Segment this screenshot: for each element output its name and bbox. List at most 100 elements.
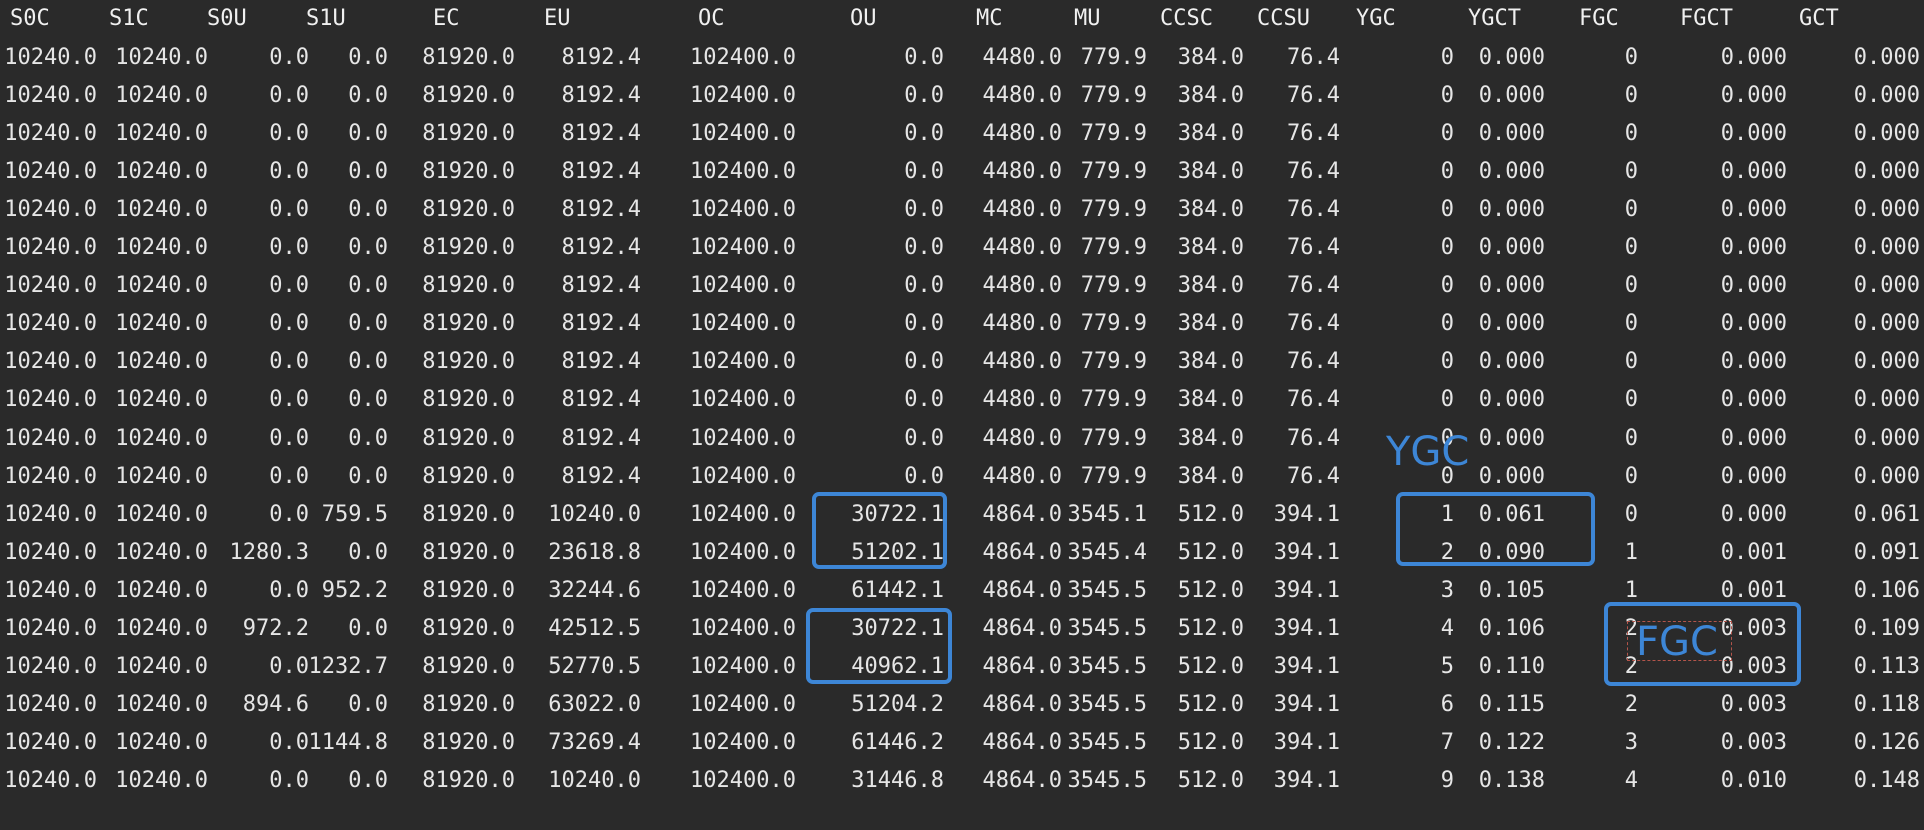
cell-ygct: 0.000 — [1478, 235, 1545, 260]
cell-gct: 0.000 — [1853, 197, 1920, 222]
cell-s0u: 0.0 — [269, 83, 309, 108]
cell-fgc: 0 — [1624, 387, 1638, 412]
cell-gct: 0.113 — [1853, 654, 1920, 679]
cell-fgc: 0 — [1624, 311, 1638, 336]
cell-s1u: 0.0 — [348, 45, 388, 70]
cell-ou: 0.0 — [904, 311, 944, 336]
cell-s1c: 10240.0 — [115, 730, 208, 755]
table-row: 10240.0 10240.0 0.0 0.0 81920.0 8192.4 102400.… — [0, 153, 1924, 191]
table-row: 10240.0 10240.0 0.0 0.0 81920.0 8192.4 102400.… — [0, 115, 1924, 153]
cell-fgc: 3 — [1624, 730, 1638, 755]
cell-ccsu: 394.1 — [1273, 654, 1340, 679]
cell-s1c: 10240.0 — [115, 502, 208, 527]
cell-s0c: 10240.0 — [4, 121, 97, 146]
cell-fgct: 0.010 — [1720, 768, 1787, 793]
cell-fgc: 0 — [1624, 502, 1638, 527]
cell-mc: 4480.0 — [982, 235, 1062, 260]
table-row: 10240.0 10240.0 0.0 759.5 81920.0 10240.0 1024… — [0, 496, 1924, 534]
cell-ou: 0.0 — [904, 273, 944, 298]
table-header-row: S0C S1C S0U S1U EC EU OC OU MC MU CCSC CCSU YGC YGCT F… — [0, 0, 1924, 38]
cell-mu: 779.9 — [1080, 349, 1147, 374]
cell-oc: 102400.0 — [690, 159, 796, 184]
cell-gct: 0.061 — [1853, 502, 1920, 527]
cell-s0u: 0.0 — [269, 768, 309, 793]
table-row: 10240.0 10240.0 0.0 0.0 81920.0 8192.4 102400.… — [0, 305, 1924, 343]
column-header-oc: OC — [698, 6, 725, 31]
cell-eu: 52770.5 — [548, 654, 641, 679]
cell-oc: 102400.0 — [690, 273, 796, 298]
cell-ou: 0.0 — [904, 464, 944, 489]
cell-ccsu: 394.1 — [1273, 502, 1340, 527]
cell-mu: 3545.5 — [1067, 578, 1147, 603]
cell-gct: 0.118 — [1853, 692, 1920, 717]
cell-eu: 73269.4 — [548, 730, 641, 755]
cell-fgc: 2 — [1624, 616, 1638, 641]
cell-s1c: 10240.0 — [115, 83, 208, 108]
cell-s0u: 0.0 — [269, 654, 309, 679]
cell-gct: 0.000 — [1853, 45, 1920, 70]
cell-eu: 42512.5 — [548, 616, 641, 641]
cell-gct: 0.126 — [1853, 730, 1920, 755]
cell-eu: 8192.4 — [561, 349, 641, 374]
cell-ec: 81920.0 — [422, 121, 515, 146]
cell-s1u: 1232.7 — [308, 654, 388, 679]
cell-s0c: 10240.0 — [4, 387, 97, 412]
cell-mc: 4480.0 — [982, 273, 1062, 298]
cell-s1u: 0.0 — [348, 540, 388, 565]
cell-s0c: 10240.0 — [4, 502, 97, 527]
cell-s0c: 10240.0 — [4, 692, 97, 717]
cell-eu: 8192.4 — [561, 45, 641, 70]
cell-s0u: 0.0 — [269, 159, 309, 184]
cell-eu: 32244.6 — [548, 578, 641, 603]
cell-oc: 102400.0 — [690, 197, 796, 222]
table-row: 10240.0 10240.0 0.0 0.0 81920.0 8192.4 102400.… — [0, 343, 1924, 381]
table-row: 10240.0 10240.0 0.0 0.0 81920.0 8192.4 102400.… — [0, 381, 1924, 419]
cell-s0c: 10240.0 — [4, 578, 97, 603]
cell-ygc: 0 — [1440, 426, 1454, 451]
cell-ygct: 0.000 — [1478, 121, 1545, 146]
cell-oc: 102400.0 — [690, 121, 796, 146]
cell-s0c: 10240.0 — [4, 768, 97, 793]
cell-s0u: 1280.3 — [229, 540, 309, 565]
cell-ccsu: 76.4 — [1287, 121, 1340, 146]
cell-ccsu: 76.4 — [1287, 464, 1340, 489]
cell-s0c: 10240.0 — [4, 273, 97, 298]
cell-ou: 40962.1 — [851, 654, 944, 679]
cell-s1u: 0.0 — [348, 83, 388, 108]
cell-ygct: 0.105 — [1478, 578, 1545, 603]
cell-ccsu: 394.1 — [1273, 540, 1340, 565]
cell-ccsc: 384.0 — [1177, 159, 1244, 184]
cell-ou: 30722.1 — [851, 616, 944, 641]
table-row: 10240.0 10240.0 894.6 0.0 81920.0 63022.0 1024… — [0, 686, 1924, 724]
cell-oc: 102400.0 — [690, 616, 796, 641]
cell-fgct: 0.000 — [1720, 121, 1787, 146]
cell-s0c: 10240.0 — [4, 349, 97, 374]
cell-s0u: 0.0 — [269, 235, 309, 260]
cell-fgct: 0.000 — [1720, 426, 1787, 451]
cell-ygct: 0.115 — [1478, 692, 1545, 717]
cell-mc: 4864.0 — [982, 768, 1062, 793]
cell-gct: 0.091 — [1853, 540, 1920, 565]
cell-oc: 102400.0 — [690, 502, 796, 527]
cell-gct: 0.000 — [1853, 159, 1920, 184]
table-row: 10240.0 10240.0 0.0 0.0 81920.0 8192.4 102400.… — [0, 267, 1924, 305]
cell-ccsu: 76.4 — [1287, 83, 1340, 108]
cell-mu: 779.9 — [1080, 121, 1147, 146]
table-row: 10240.0 10240.0 0.0 0.0 81920.0 10240.0 102400… — [0, 762, 1924, 800]
cell-ygct: 0.000 — [1478, 45, 1545, 70]
cell-fgc: 0 — [1624, 83, 1638, 108]
cell-ygc: 0 — [1440, 273, 1454, 298]
cell-s1c: 10240.0 — [115, 159, 208, 184]
cell-ccsc: 512.0 — [1177, 502, 1244, 527]
cell-ygc: 0 — [1440, 197, 1454, 222]
cell-eu: 23618.8 — [548, 540, 641, 565]
table-row: 10240.0 10240.0 0.0 0.0 81920.0 8192.4 102400.… — [0, 229, 1924, 267]
cell-ccsc: 512.0 — [1177, 654, 1244, 679]
cell-ec: 81920.0 — [422, 540, 515, 565]
cell-mc: 4864.0 — [982, 578, 1062, 603]
table-row: 10240.0 10240.0 0.0 0.0 81920.0 8192.4 102400.… — [0, 458, 1924, 496]
column-header-ccsc: CCSC — [1160, 6, 1213, 31]
cell-ec: 81920.0 — [422, 45, 515, 70]
cell-s0u: 0.0 — [269, 121, 309, 146]
cell-mu: 779.9 — [1080, 311, 1147, 336]
